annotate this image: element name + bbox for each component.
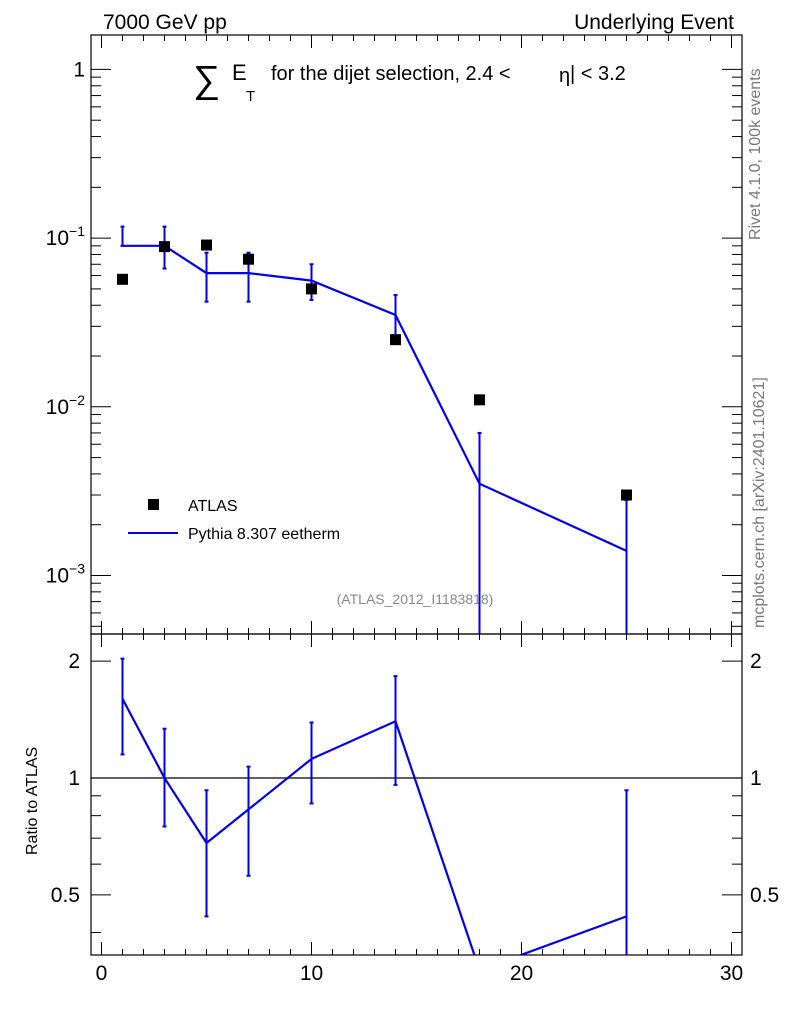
title-eta-symbol: η [559,65,570,87]
main-ytick-label: 1 [73,58,85,81]
main-ticks: 1 10−1 10−2 10−3 [46,35,742,634]
xtick-label: 10 [300,962,323,985]
header-left: 7000 GeV pp [103,11,227,34]
legend: ATLAS Pythia 8.307 eetherm [128,498,340,543]
xtick-label: 30 [720,962,743,985]
analysis-id: (ATLAS_2012_I1183818) [337,591,494,607]
ratio-series [120,657,629,955]
atlas-point [621,489,632,501]
pythia-line [122,244,627,552]
ratio-plot-area [120,657,629,955]
xtick-label: 0 [96,962,108,985]
main-ytick-label: 10−1 [46,223,86,250]
ratio-ytick-label-right: 0.5 [750,884,779,907]
title-text-end: | < 3.2 [570,63,626,85]
atlas-point [390,334,401,346]
xtick-label: 20 [510,962,533,985]
main-frame [90,34,743,635]
ratio-ytick-label: 0.5 [51,884,80,907]
title-sum-symbol: ∑ [193,59,220,101]
ratio-ytick-label-right: 2 [750,650,762,673]
ratio-ytick-label: 2 [68,650,80,673]
ratio-frame [90,633,743,956]
atlas-point [243,253,254,265]
atlas-point [201,239,212,251]
title-e-symbol: E [232,60,247,85]
main-ytick-label: 10−2 [46,392,86,419]
legend-label-pythia: Pythia 8.307 eetherm [188,526,340,543]
atlas-point [306,283,317,295]
atlas-point [117,273,128,285]
ratio-ticks: 0 10 20 30 2 2 1 1 0.5 0.5 [51,634,779,985]
ratio-line [121,698,627,955]
header-right: Underlying Event [574,11,734,34]
main-title: ∑ E T for the dijet selection, 2.4 < η |… [193,59,626,105]
ratio-ytick-label: 1 [68,767,80,790]
mcplots-label: mcplots.cern.ch [arXiv:2401.10621] [751,377,768,628]
main-ytick-label: 10−3 [46,561,86,588]
ratio-ylabel: Ratio to ATLAS [24,747,41,855]
atlas-point [159,241,170,253]
legend-label-atlas: ATLAS [188,498,238,515]
title-text: for the dijet selection, 2.4 < [271,63,511,85]
title-subscript: T [246,88,255,105]
ratio-ytick-label-right: 1 [750,767,762,790]
main-series [117,225,632,634]
legend-marker-atlas [148,499,159,510]
atlas-point [474,394,485,406]
rivet-label: Rivet 4.1.0, 100k events [747,68,764,240]
